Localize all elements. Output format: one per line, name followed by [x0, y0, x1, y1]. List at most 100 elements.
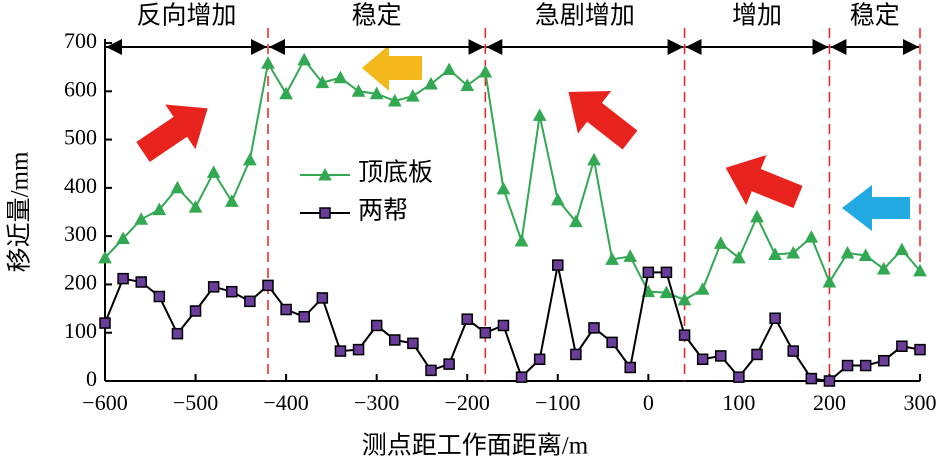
point: [243, 152, 257, 166]
point: [425, 364, 437, 377]
point: [99, 317, 111, 329]
point: [805, 372, 818, 385]
point: [189, 305, 202, 317]
point: [479, 326, 492, 339]
x-tick-label: −500: [173, 390, 218, 415]
region-label: 稳定: [850, 2, 900, 30]
point: [351, 84, 366, 97]
point: [878, 354, 890, 367]
x-tick-label: 100: [722, 390, 755, 415]
x-tick-label: 200: [813, 390, 846, 415]
point: [315, 75, 330, 89]
point: [750, 209, 764, 223]
point: [751, 348, 763, 361]
x-tick-label: −300: [354, 390, 399, 415]
point: [98, 250, 112, 264]
point: [461, 313, 473, 325]
point: [407, 337, 419, 350]
point: [677, 292, 692, 306]
point: [515, 371, 528, 383]
point: [406, 89, 420, 102]
x-tick-label: −200: [445, 390, 490, 415]
point: [369, 86, 384, 100]
legend-marker: [318, 167, 332, 181]
point: [333, 70, 348, 84]
point: [389, 334, 401, 346]
point: [297, 52, 312, 66]
point: [226, 285, 238, 298]
point: [605, 252, 619, 265]
point: [840, 245, 855, 259]
point: [334, 345, 347, 357]
point: [569, 214, 583, 228]
point: [387, 93, 402, 107]
point: [117, 272, 129, 285]
point: [913, 263, 927, 277]
point: [298, 311, 310, 323]
region-label: 稳定: [352, 2, 402, 30]
point: [514, 233, 529, 247]
series-line: [104, 58, 921, 301]
point: [896, 340, 908, 352]
point: [660, 266, 673, 279]
y-tick-label: 400: [64, 173, 97, 198]
point: [134, 212, 149, 225]
x-tick-label: 300: [904, 390, 937, 415]
red-arrow: [725, 155, 803, 209]
point: [532, 108, 547, 121]
point: [533, 353, 546, 366]
y-tick-label: 600: [64, 76, 97, 101]
point: [279, 86, 293, 100]
point: [550, 192, 565, 206]
point: [696, 353, 709, 366]
point: [443, 358, 455, 370]
big-arrows: [136, 45, 910, 231]
point: [624, 361, 636, 374]
legend-label: 两帮: [358, 197, 408, 225]
y-tick-label: 200: [64, 269, 97, 294]
point: [768, 247, 782, 260]
point: [424, 76, 438, 90]
point: [316, 292, 329, 304]
legend-label: 顶底板: [358, 159, 433, 187]
point: [642, 266, 655, 279]
x-tick-label: −600: [82, 390, 127, 415]
point: [206, 165, 221, 178]
point: [552, 259, 564, 271]
point: [715, 350, 727, 362]
y-tick-label: 700: [64, 28, 97, 53]
point: [497, 319, 510, 332]
point: [606, 336, 618, 349]
point: [841, 359, 854, 372]
point: [769, 312, 781, 324]
point: [570, 348, 582, 361]
point: [895, 242, 909, 256]
point: [280, 303, 292, 316]
legend-marker: [319, 207, 331, 219]
point: [244, 295, 256, 308]
point: [822, 274, 837, 288]
point: [352, 343, 365, 356]
point: [135, 276, 147, 288]
point: [733, 371, 745, 383]
red-arrow: [568, 91, 638, 150]
point: [786, 245, 801, 259]
point: [262, 279, 274, 292]
point: [695, 282, 710, 295]
point: [623, 249, 638, 262]
point: [859, 359, 872, 372]
point: [478, 64, 493, 78]
point: [153, 290, 166, 303]
red-arrow: [136, 104, 208, 162]
point: [804, 230, 819, 243]
y-axis-label: 移近量/mm: [6, 151, 34, 272]
yellow-arrow: [362, 45, 422, 91]
point: [914, 343, 926, 356]
blue-arrow: [842, 185, 910, 231]
point: [460, 78, 475, 91]
y-tick-label: 100: [64, 318, 97, 343]
y-tick-label: 500: [64, 125, 97, 150]
x-tick-label: −100: [535, 390, 580, 415]
point: [659, 285, 674, 299]
point: [188, 200, 203, 213]
